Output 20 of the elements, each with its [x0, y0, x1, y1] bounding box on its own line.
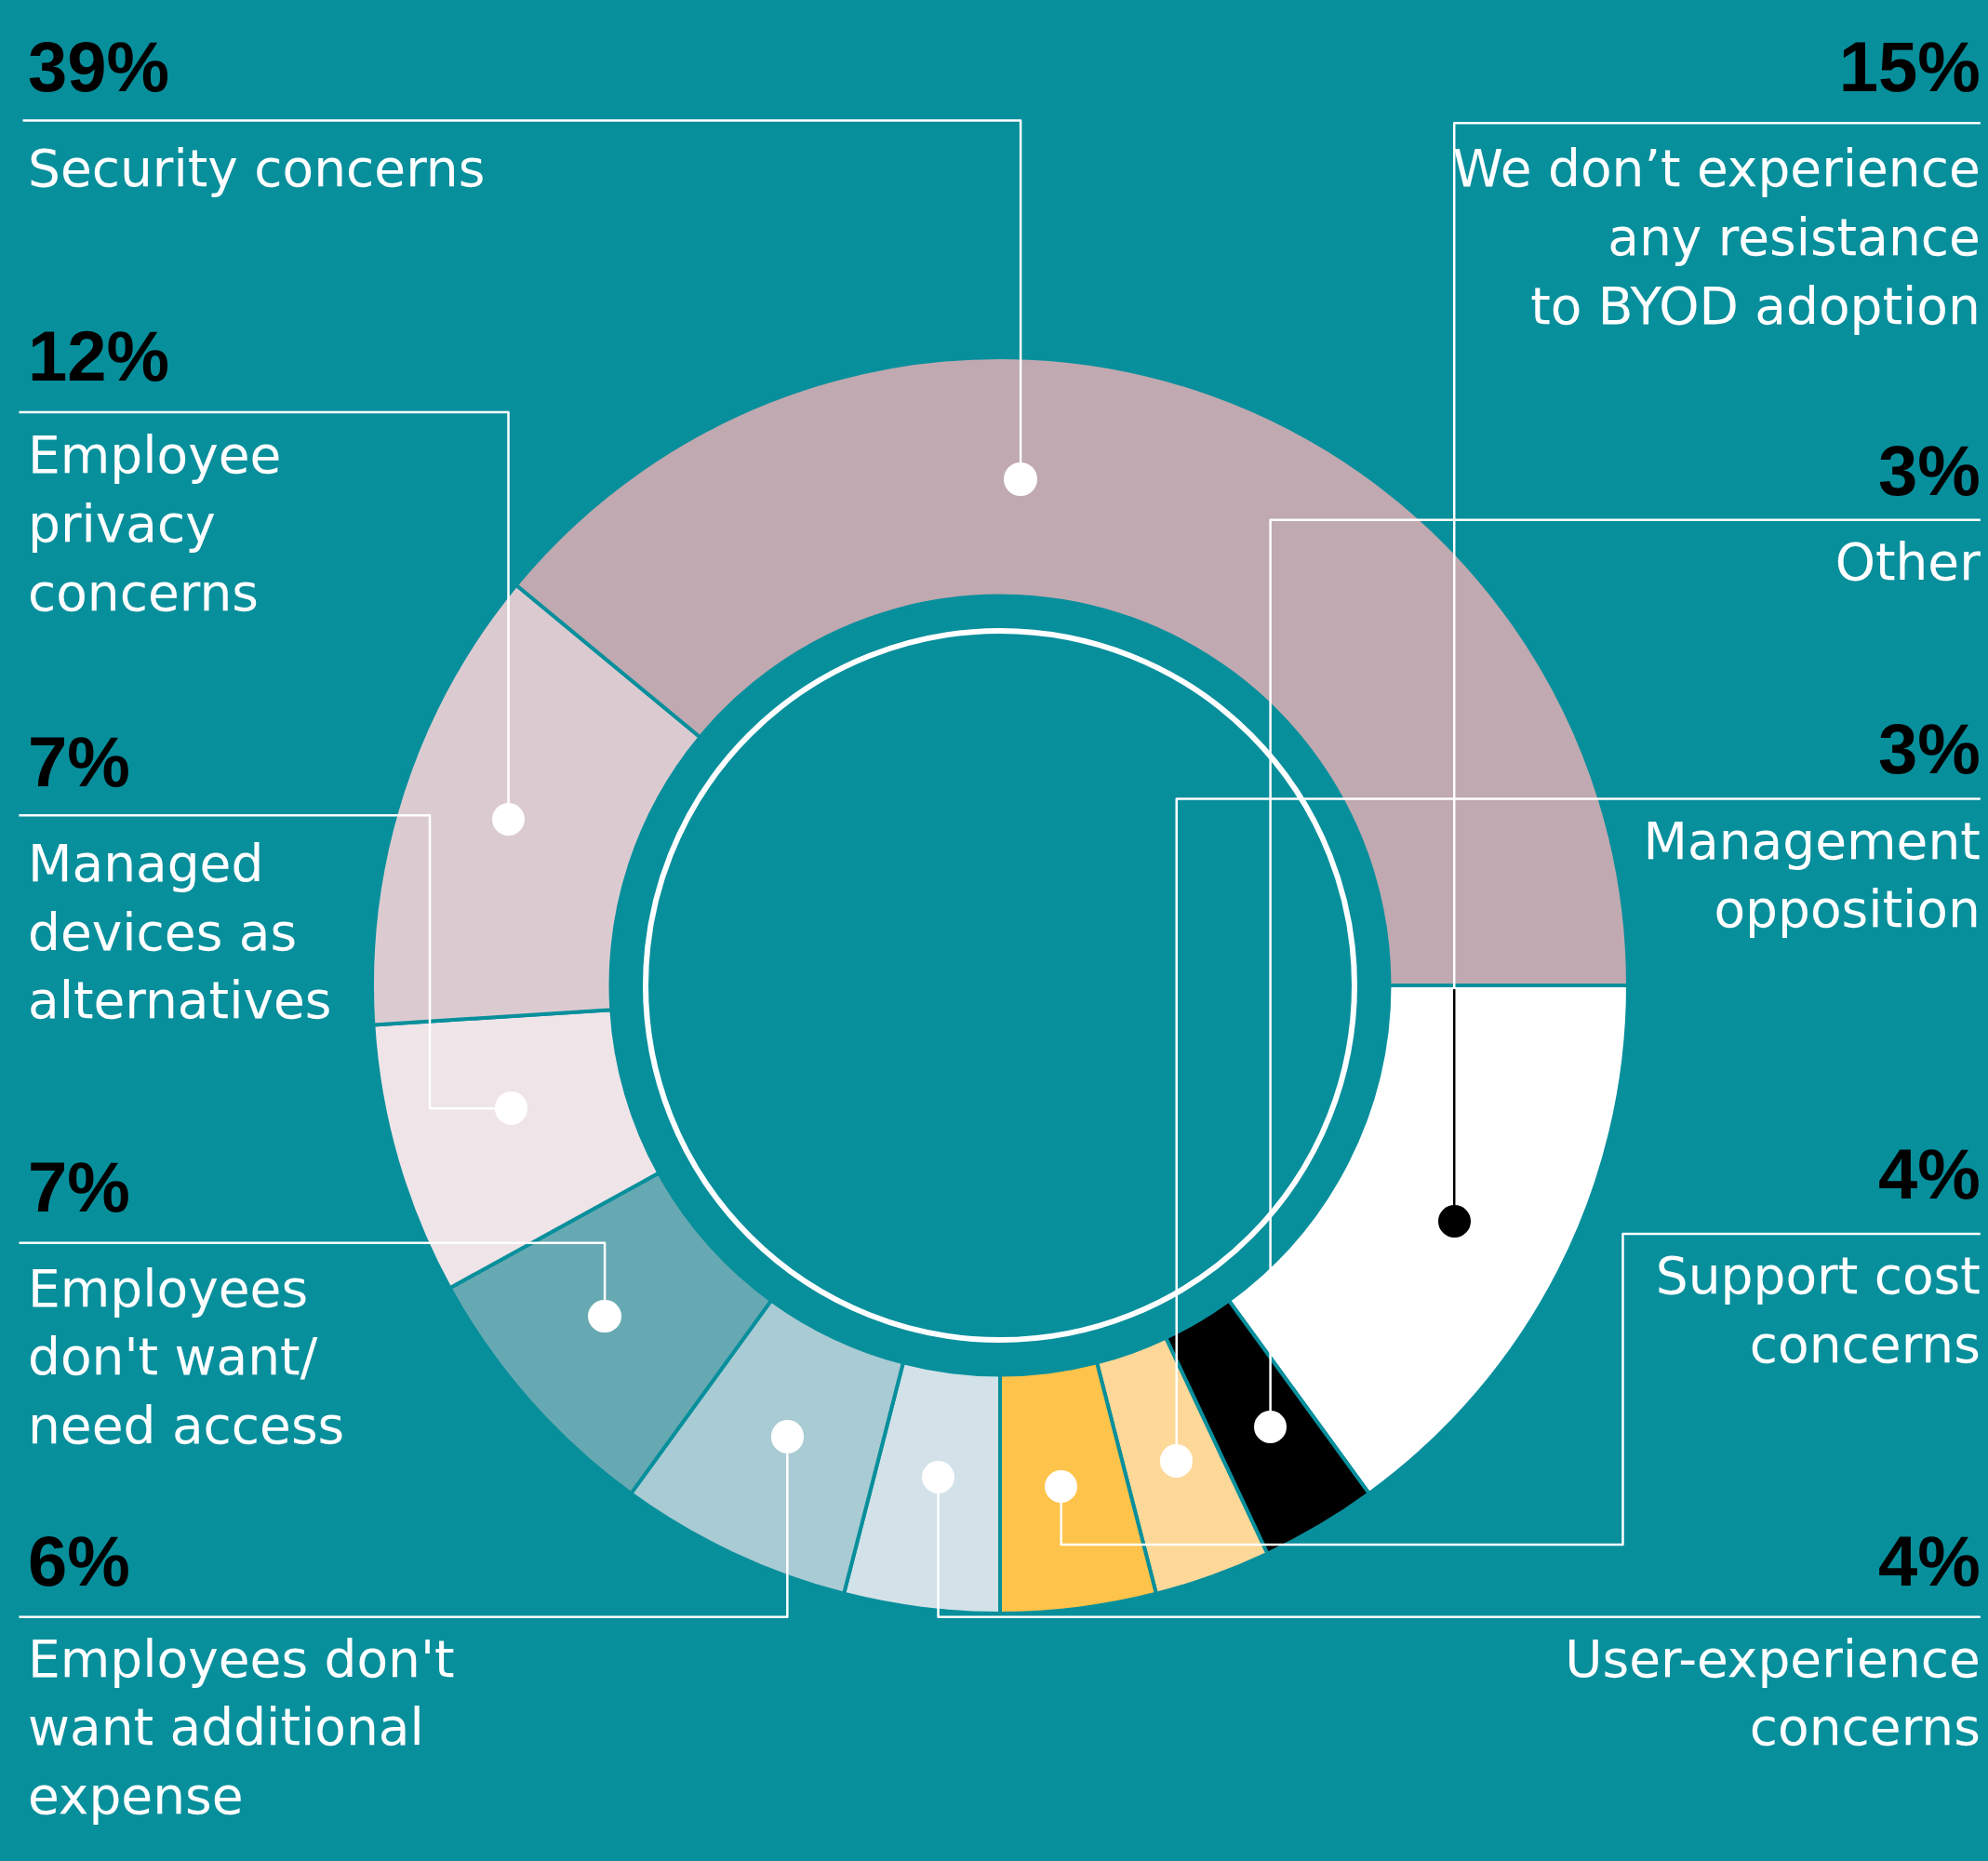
data-label: 39%: [27, 27, 170, 107]
data-label: 12%: [27, 315, 170, 395]
slice-label: We don’t experience any resistance to BYOD adoption: [1452, 139, 1981, 336]
data-label: 3%: [1877, 709, 1981, 789]
slice-label: User-experience concerns: [1565, 1628, 1981, 1758]
slice-label: Employees don't want/ need access: [27, 1258, 345, 1455]
data-label: 15%: [1838, 27, 1981, 107]
data-label: 3%: [1877, 430, 1981, 510]
data-label: 6%: [27, 1520, 130, 1600]
slice-label: Security concerns: [27, 139, 486, 199]
slice-label: Management opposition: [1643, 810, 1981, 940]
slice-label: Support cost concerns: [1655, 1246, 1981, 1374]
slice-label: Managed devices as alternatives: [27, 834, 332, 1031]
data-label: 7%: [27, 721, 130, 801]
data-label: 4%: [1877, 1520, 1981, 1600]
slice-label: Other: [1835, 531, 1981, 592]
data-label: 4%: [1877, 1133, 1981, 1213]
slice-label: Employee privacy concerns: [27, 425, 282, 623]
slice-label: Employees don't want additional expense: [27, 1628, 455, 1826]
data-label: 7%: [27, 1146, 130, 1226]
